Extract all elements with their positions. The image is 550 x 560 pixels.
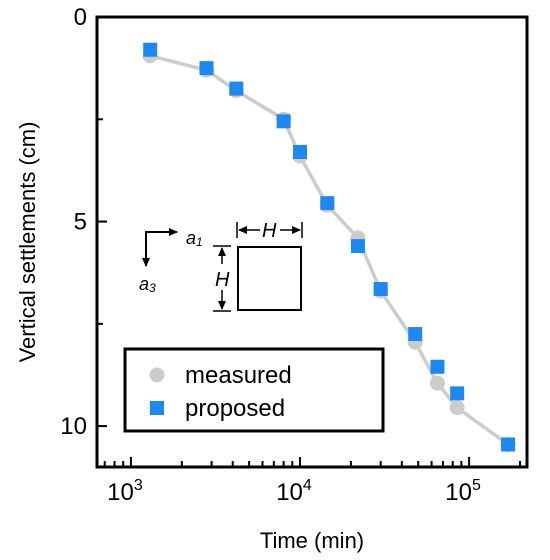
x-axis-ticks: 103 104 105 — [103, 457, 522, 506]
measured-point — [429, 375, 445, 391]
proposed-point — [408, 327, 423, 342]
x-tick-label: 104 — [276, 477, 312, 506]
measured-point — [449, 400, 465, 416]
y-tick-label: 0 — [74, 4, 87, 31]
proposed-point — [373, 282, 388, 297]
proposed-point — [143, 42, 158, 57]
proposed-point — [229, 81, 244, 96]
legend-label-measured: measured — [185, 362, 292, 389]
proposed-point — [320, 196, 335, 211]
loading-inset: a1 a3 H H — [139, 220, 303, 312]
proposed-point — [293, 145, 308, 159]
x-tick-label: 103 — [107, 477, 143, 506]
series-layer — [142, 42, 516, 452]
a3-label: a3 — [139, 274, 156, 295]
height-label: H — [215, 269, 230, 291]
width-label: H — [262, 220, 277, 242]
legend-marker-measured — [149, 367, 165, 383]
x-axis-title: Time (min) — [260, 528, 364, 553]
plot-frame — [95, 15, 529, 469]
proposed-point — [350, 239, 365, 254]
y-axis-ticks: 0 5 10 — [60, 4, 107, 440]
proposed-point — [450, 386, 465, 401]
legend: measured proposed — [123, 347, 385, 433]
y-axis-title: Vertical settlements (cm) — [15, 122, 40, 363]
y-tick-label: 10 — [60, 413, 87, 440]
legend-label-proposed: proposed — [185, 395, 285, 422]
y-tick-label: 5 — [74, 209, 87, 236]
proposed-point — [430, 359, 445, 374]
proposed-point — [199, 61, 214, 76]
specimen-square — [237, 246, 302, 311]
a1-label: a1 — [186, 228, 203, 249]
proposed-point — [276, 114, 291, 129]
legend-marker-proposed — [150, 401, 164, 415]
legend-box — [123, 347, 385, 433]
x-tick-label: 105 — [445, 477, 481, 506]
proposed-point — [501, 437, 516, 452]
